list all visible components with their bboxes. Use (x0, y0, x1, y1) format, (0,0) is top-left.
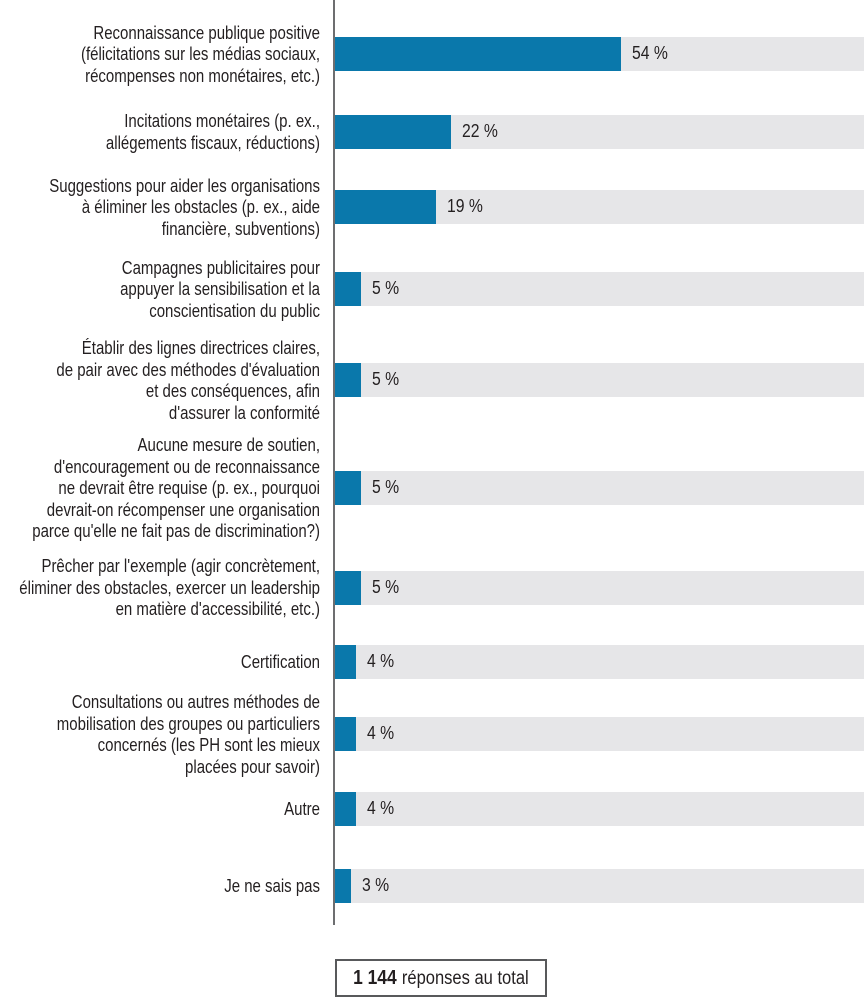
bar-track: 5 % (335, 471, 864, 505)
chart-row: Aucune mesure de soutien, d'encouragemen… (0, 428, 864, 548)
value-label: 5 % (372, 476, 400, 498)
total-responses-text: 1 144 réponses au total (353, 967, 529, 990)
category-label: Autre (0, 798, 333, 820)
category-label-text: Certification (240, 650, 320, 672)
category-label-text: Autre (284, 798, 320, 820)
bar-fill (335, 114, 452, 149)
category-label: Aucune mesure de soutien, d'encouragemen… (0, 434, 333, 542)
chart-row: Autre 4 % (0, 772, 864, 846)
bar-track: 5 % (335, 570, 864, 605)
category-label: Établir des lignes directrices claires, … (0, 337, 333, 423)
bar-fill (335, 272, 362, 306)
category-label: Je ne sais pas (0, 875, 333, 897)
bar-track: 5 % (335, 363, 864, 397)
value-label: 4 % (367, 797, 395, 819)
category-label-text: Incitations monétaires (p. ex., allégeme… (105, 110, 320, 153)
value-label: 4 % (367, 722, 395, 744)
bar-fill (335, 471, 362, 505)
bar-track: 4 % (335, 644, 864, 679)
category-label: Campagnes publicitaires pour appuyer la … (0, 257, 333, 322)
category-label: Prêcher par l'exemple (agir concrètement… (0, 555, 333, 620)
value-label: 5 % (372, 368, 400, 390)
bar-track: 4 % (335, 717, 864, 751)
bar-track: 4 % (335, 792, 864, 826)
category-label-text: Consultations ou autres méthodes de mobi… (56, 691, 320, 777)
value-label: 22 % (462, 119, 499, 141)
chart-rows: Reconnaissance publique positive (félici… (0, 0, 864, 925)
chart-row: Établir des lignes directrices claires, … (0, 332, 864, 428)
chart-row: Reconnaissance publique positive (félici… (0, 0, 864, 95)
category-label-text: Établir des lignes directrices claires, … (56, 337, 320, 423)
y-axis-line (333, 0, 335, 925)
bar-fill (335, 717, 357, 751)
chart-row: Consultations ou autres méthodes de mobi… (0, 691, 864, 777)
chart-row: Prêcher par l'exemple (agir concrètement… (0, 548, 864, 627)
value-label: 4 % (367, 649, 395, 671)
category-label: Reconnaissance publique positive (félici… (0, 22, 333, 87)
category-label: Incitations monétaires (p. ex., allégeme… (0, 110, 333, 153)
total-suffix: réponses au total (401, 967, 529, 989)
bar-track: 5 % (335, 272, 864, 306)
bar-track: 19 % (335, 190, 864, 224)
value-label: 5 % (372, 277, 400, 299)
chart-row: Campagnes publicitaires pour appuyer la … (0, 246, 864, 332)
value-label: 5 % (372, 575, 400, 597)
category-label-text: Je ne sais pas (224, 874, 320, 896)
chart-row: Suggestions pour aider les organisations… (0, 168, 864, 246)
value-label: 3 % (361, 873, 389, 895)
chart-row: Je ne sais pas 3 % (0, 846, 864, 925)
category-label-text: Aucune mesure de soutien, d'encouragemen… (32, 434, 320, 542)
bar-fill (335, 363, 362, 397)
bar-fill (335, 644, 357, 679)
category-label: Suggestions pour aider les organisations… (0, 175, 333, 240)
value-label: 54 % (631, 42, 668, 64)
category-label-text: Reconnaissance publique positive (félici… (80, 21, 320, 86)
bar-fill (335, 190, 436, 224)
bar-fill (335, 792, 357, 826)
total-count: 1 144 (353, 966, 397, 989)
total-responses-box: 1 144 réponses au total (335, 959, 547, 997)
bar-fill (335, 37, 621, 71)
bar-track: 54 % (335, 37, 864, 71)
bar-track: 22 % (335, 114, 864, 149)
chart-row: Incitations monétaires (p. ex., allégeme… (0, 95, 864, 168)
chart-row: Certification 4 % (0, 627, 864, 696)
category-label: Certification (0, 651, 333, 673)
category-label-text: Prêcher par l'exemple (agir concrètement… (19, 555, 320, 620)
bar-fill (335, 570, 362, 605)
category-label: Consultations ou autres méthodes de mobi… (0, 691, 333, 777)
category-label-text: Suggestions pour aider les organisations… (49, 174, 320, 239)
bar-track: 3 % (335, 868, 864, 903)
value-label: 19 % (446, 195, 483, 217)
category-label-text: Campagnes publicitaires pour appuyer la … (120, 256, 320, 321)
bar-fill (335, 868, 351, 903)
